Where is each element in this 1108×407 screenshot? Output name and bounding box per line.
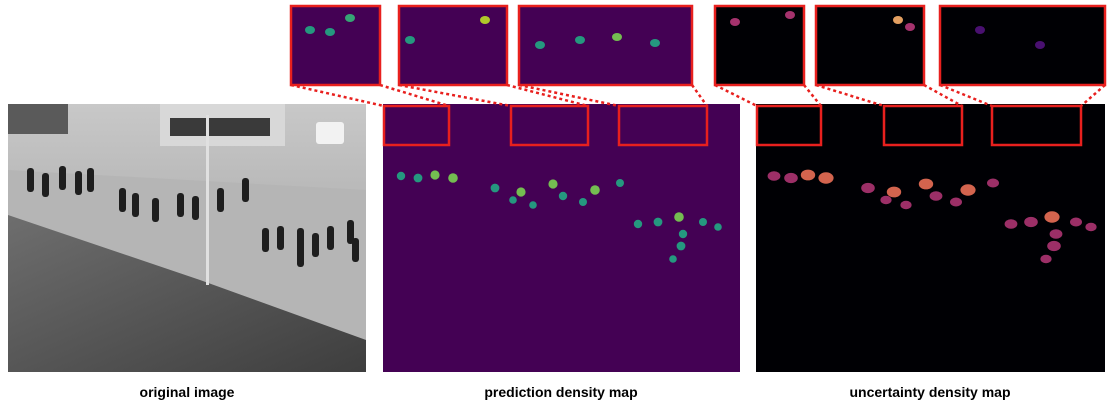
density-blob <box>699 218 707 226</box>
density-blob <box>548 179 557 188</box>
inset-blob <box>305 26 315 34</box>
inset-blob <box>325 28 335 36</box>
person <box>297 243 304 267</box>
uncertainty-blob <box>930 191 943 201</box>
density-blob <box>616 179 624 187</box>
uncertainty-blob <box>768 171 781 181</box>
density-blob <box>679 230 687 238</box>
inset-blob <box>650 39 660 47</box>
uncertainty-blob <box>887 187 901 198</box>
density-blob <box>579 198 587 206</box>
lamp-post <box>206 115 209 285</box>
density-blob <box>414 174 423 183</box>
inset-blob <box>730 18 740 26</box>
density-blob <box>397 172 405 180</box>
uncertainty-blob <box>1085 223 1096 231</box>
inset-blob <box>535 41 545 49</box>
density-blob <box>559 192 567 200</box>
person <box>27 168 34 192</box>
density-blob <box>634 220 642 228</box>
zoom-inset <box>291 6 380 85</box>
density-blob <box>714 223 722 231</box>
person <box>42 173 49 197</box>
caption: original image <box>140 384 235 400</box>
density-blob <box>669 255 677 263</box>
uncertainty-blob <box>950 198 962 207</box>
person <box>119 188 126 212</box>
uncertainty-blob <box>1005 219 1018 229</box>
uncertainty-blob <box>900 201 911 209</box>
person <box>87 168 94 192</box>
person <box>327 226 334 250</box>
inset-blob <box>612 33 622 41</box>
uncertainty-blob <box>880 196 891 204</box>
person <box>132 193 139 217</box>
person <box>217 188 224 212</box>
uncertainty-blob <box>1070 218 1082 227</box>
connector <box>380 85 449 106</box>
inset-blob <box>785 11 795 19</box>
caption: prediction density map <box>484 384 637 400</box>
person <box>242 178 249 202</box>
uncertainty-blob <box>987 179 999 188</box>
uncertainty-blob <box>861 183 875 193</box>
person <box>59 166 66 190</box>
uncertainty-blob <box>1047 241 1061 251</box>
density-blob <box>677 242 686 251</box>
connector <box>692 85 707 106</box>
connector <box>291 85 384 106</box>
uncertainty-blob <box>784 173 798 183</box>
figure: original image prediction density map un… <box>0 0 1108 407</box>
connector <box>940 85 992 106</box>
person <box>75 171 82 195</box>
density-blob <box>674 212 684 222</box>
person <box>152 198 159 222</box>
uncertainty-blob <box>818 172 833 183</box>
density-blob <box>509 196 517 204</box>
uncertainty-blob <box>1040 255 1051 263</box>
zoom-inset <box>940 6 1105 85</box>
inset-blob <box>345 14 355 22</box>
person <box>262 228 269 252</box>
connector <box>1081 85 1105 106</box>
density-blob <box>430 170 439 179</box>
uncertainty-blob <box>1050 229 1063 239</box>
uncertainty-blob <box>960 184 975 195</box>
building-left <box>8 104 68 134</box>
density-blob <box>491 184 500 193</box>
windows <box>170 118 270 136</box>
van <box>316 122 344 144</box>
connector <box>924 85 962 106</box>
inset-blob <box>575 36 585 44</box>
density-blob <box>590 185 600 195</box>
uncertainty-blob <box>801 170 815 181</box>
zoom-inset <box>816 6 924 85</box>
uncertainty-blob <box>1044 211 1059 222</box>
caption: uncertainty density map <box>849 384 1010 400</box>
zoom-inset <box>399 6 507 85</box>
original-image <box>8 104 366 372</box>
density-blob <box>516 187 525 196</box>
uncertainty-blob <box>1024 217 1038 227</box>
inset-blob <box>405 36 415 44</box>
person <box>192 196 199 220</box>
density-blob <box>654 218 663 227</box>
connector <box>519 85 619 106</box>
person <box>177 193 184 217</box>
inset-blob <box>975 26 985 34</box>
person <box>277 226 284 250</box>
connector <box>804 85 821 106</box>
connector <box>507 85 588 106</box>
person <box>312 233 319 257</box>
inset-blob <box>893 16 903 24</box>
inset-blob <box>480 16 490 24</box>
density-blob <box>448 173 458 183</box>
inset-blob <box>905 23 915 31</box>
inset-blob <box>1035 41 1045 49</box>
uncertainty-blob <box>919 179 933 190</box>
connector <box>715 85 757 106</box>
person <box>347 220 354 244</box>
connector <box>816 85 884 106</box>
density-blob <box>529 201 537 209</box>
